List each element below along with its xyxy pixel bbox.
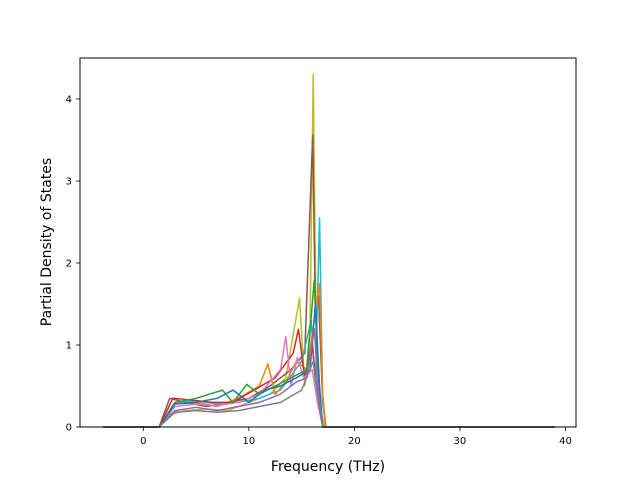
x-tick-label: 0 bbox=[140, 436, 146, 447]
x-tick-label: 10 bbox=[242, 436, 255, 447]
series-line-4 bbox=[103, 282, 555, 428]
x-axis-label: Frequency (THz) bbox=[271, 459, 385, 475]
series-line-7 bbox=[103, 278, 555, 428]
series-line-2 bbox=[103, 134, 555, 428]
y-tick-label: 1 bbox=[66, 341, 72, 352]
y-tick-label: 2 bbox=[66, 259, 72, 270]
series-line-10 bbox=[103, 360, 555, 428]
y-tick-label: 3 bbox=[66, 177, 72, 188]
series-line-1 bbox=[103, 73, 555, 428]
series-layer bbox=[103, 73, 555, 428]
y-tick-label: 0 bbox=[66, 423, 72, 434]
y-axis-label: Partial Density of States bbox=[39, 158, 55, 326]
x-axis-ticks: 0 10 20 30 40 bbox=[140, 427, 572, 447]
series-line-9 bbox=[103, 327, 555, 428]
series-line-6 bbox=[103, 336, 555, 428]
plot-frame bbox=[79, 57, 577, 428]
y-tick-label: 4 bbox=[66, 95, 72, 106]
x-tick-label: 40 bbox=[559, 436, 572, 447]
x-tick-label: 30 bbox=[454, 436, 467, 447]
series-line-8 bbox=[103, 303, 555, 428]
x-tick-label: 20 bbox=[348, 436, 361, 447]
series-line-3 bbox=[103, 217, 555, 428]
y-axis-ticks: 0 1 2 3 4 bbox=[66, 95, 80, 434]
